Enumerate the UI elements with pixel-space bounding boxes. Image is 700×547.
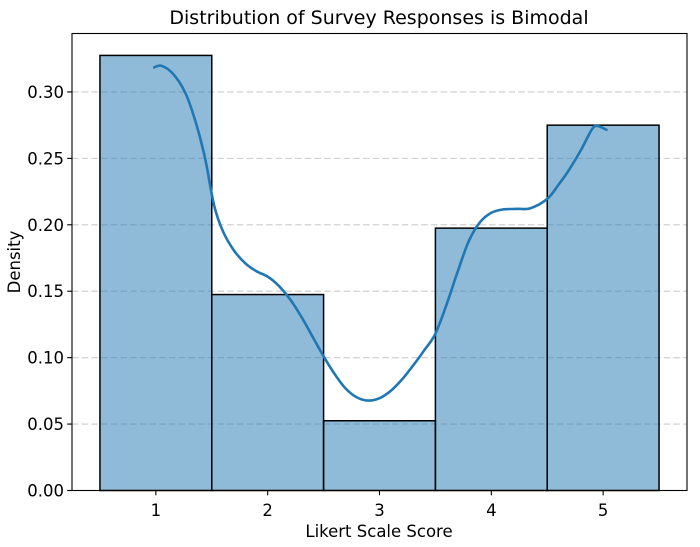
histogram-bar [434, 227, 548, 492]
x-tick-label: 4 [486, 501, 497, 520]
x-tick-label: 1 [151, 501, 162, 520]
y-tick-label: 0.25 [27, 149, 64, 168]
y-tick-label: 0.10 [27, 349, 64, 368]
chart-title: Distribution of Survey Responses is Bimo… [169, 7, 588, 29]
y-tick-label: 0.05 [27, 415, 64, 434]
x-tick-label: 5 [598, 501, 609, 520]
histogram-bar [546, 124, 660, 492]
y-tick-label: 0.15 [27, 282, 64, 301]
y-tick-label: 0.20 [27, 216, 64, 235]
x-tick-labels: 1 2 3 4 5 [151, 501, 609, 520]
x-tick-label: 3 [374, 501, 385, 520]
histogram-bar [99, 54, 213, 492]
axis-ticks [67, 91, 604, 496]
histogram-bar [211, 293, 325, 492]
x-tick-label: 2 [262, 501, 273, 520]
y-tick-label: 0.30 [27, 83, 64, 102]
histogram-bar [322, 420, 437, 492]
y-tick-labels: 0.00 0.05 0.10 0.15 0.20 0.25 0.30 [27, 83, 64, 501]
kde-curve [152, 64, 608, 402]
y-axis-label: Density [5, 230, 24, 293]
histogram-bars [99, 54, 660, 492]
y-tick-label: 0.00 [27, 482, 64, 501]
x-axis-label: Likert Scale Score [305, 522, 452, 541]
